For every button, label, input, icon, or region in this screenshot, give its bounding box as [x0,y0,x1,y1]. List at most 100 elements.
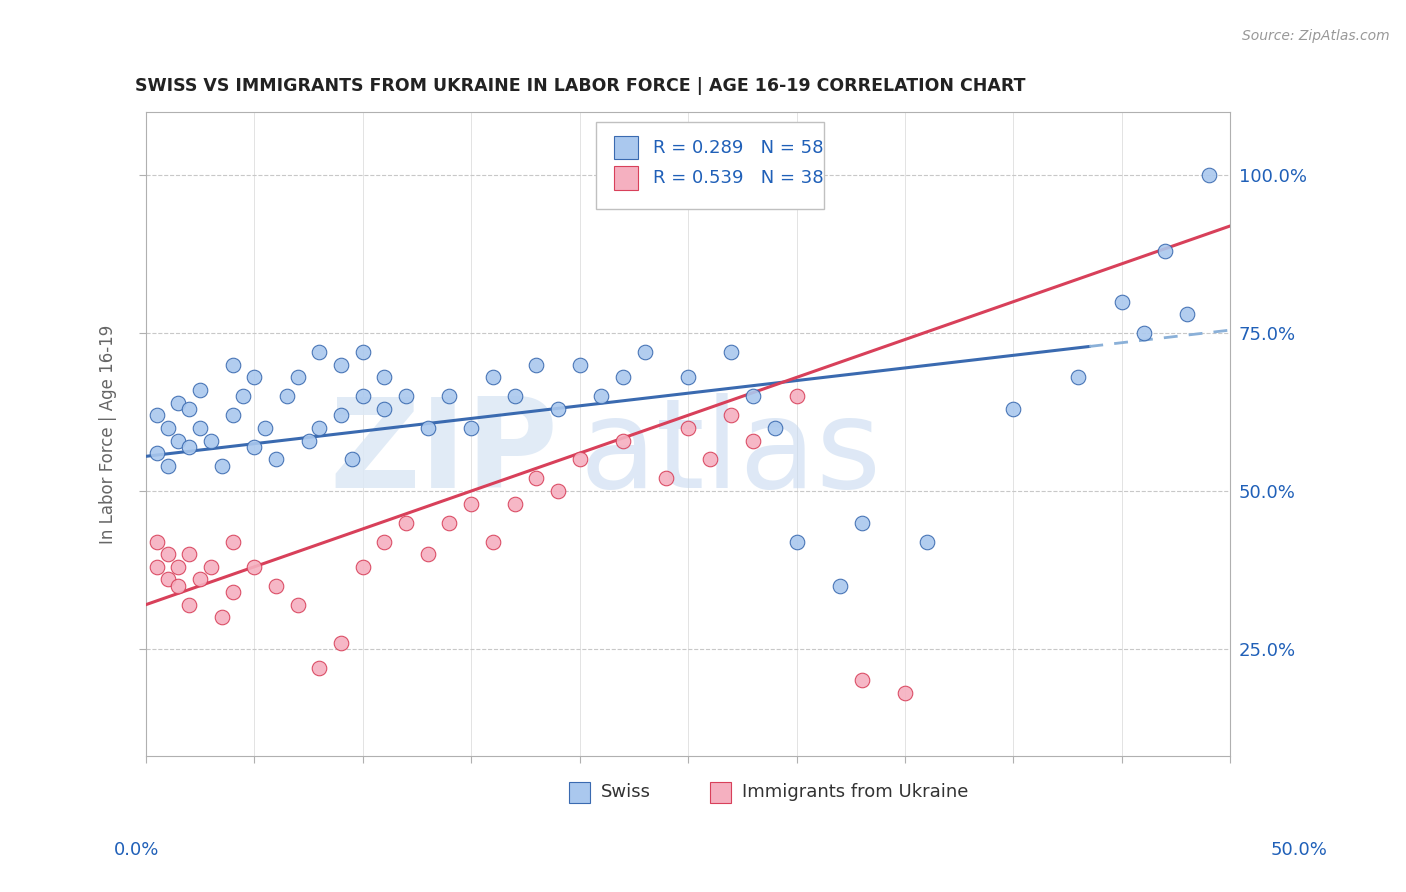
Point [179,401,201,416]
Point [297,434,319,448]
Point [179,547,201,561]
Point [264,579,287,593]
Point [373,370,395,384]
Point [524,471,547,485]
Point [352,345,374,359]
Text: 50.0%: 50.0% [1271,840,1327,858]
Point [156,573,179,587]
Point [439,389,461,403]
Point [395,389,418,403]
Point [352,389,374,403]
Point [915,534,938,549]
Point [264,452,287,467]
Point [699,452,721,467]
Point [763,421,786,435]
Point [330,635,353,649]
Point [243,440,266,454]
Point [460,421,482,435]
Point [145,446,167,460]
Point [482,370,505,384]
FancyBboxPatch shape [569,782,591,803]
Point [568,358,591,372]
FancyBboxPatch shape [596,122,824,209]
Text: Source: ZipAtlas.com: Source: ZipAtlas.com [1241,29,1389,43]
Point [156,458,179,473]
Point [786,389,808,403]
Point [416,547,439,561]
Point [503,497,526,511]
Point [179,598,201,612]
Point [828,579,851,593]
Point [145,409,167,423]
Point [167,579,190,593]
FancyBboxPatch shape [614,167,638,189]
Point [1154,244,1177,259]
Point [851,673,873,688]
Point [188,383,211,397]
Text: SWISS VS IMMIGRANTS FROM UKRAINE IN LABOR FORCE | AGE 16-19 CORRELATION CHART: SWISS VS IMMIGRANTS FROM UKRAINE IN LABO… [135,78,1025,95]
Point [547,484,569,499]
Point [439,516,461,530]
Point [482,534,505,549]
Point [232,389,254,403]
Point [221,585,243,599]
Point [200,434,222,448]
Point [188,573,211,587]
Text: atlas: atlas [579,393,882,514]
FancyBboxPatch shape [614,136,638,160]
Point [720,409,742,423]
Point [243,370,266,384]
Point [308,661,330,675]
Point [524,358,547,372]
Point [634,345,657,359]
Point [612,370,634,384]
Point [1067,370,1090,384]
Text: 0.0%: 0.0% [114,840,159,858]
Point [188,421,211,435]
Point [167,559,190,574]
Point [156,421,179,435]
Point [145,559,167,574]
Point [612,434,634,448]
Point [221,534,243,549]
Point [352,559,374,574]
Point [676,421,699,435]
Point [676,370,699,384]
Point [330,409,353,423]
Point [786,534,808,549]
Point [851,516,873,530]
Point [416,421,439,435]
Point [742,434,765,448]
Text: R = 0.539   N = 38: R = 0.539 N = 38 [654,169,824,187]
Point [287,370,309,384]
Point [1198,169,1220,183]
Point [340,452,363,467]
Point [503,389,526,403]
Point [167,395,190,409]
Point [254,421,277,435]
Point [308,421,330,435]
Point [655,471,678,485]
Point [894,686,917,700]
Point [200,559,222,574]
Point [373,401,395,416]
Point [156,547,179,561]
Point [221,358,243,372]
Point [568,452,591,467]
Point [179,440,201,454]
Y-axis label: In Labor Force | Age 16-19: In Labor Force | Age 16-19 [100,325,117,544]
Point [167,434,190,448]
Text: R = 0.289   N = 58: R = 0.289 N = 58 [654,138,824,157]
Point [720,345,742,359]
Point [1175,307,1198,321]
Point [1132,326,1154,341]
Point [221,409,243,423]
Point [211,610,233,624]
FancyBboxPatch shape [710,782,731,803]
Point [211,458,233,473]
Point [145,534,167,549]
Point [460,497,482,511]
Text: ZIP: ZIP [329,393,558,514]
Point [1111,294,1133,309]
Point [330,358,353,372]
